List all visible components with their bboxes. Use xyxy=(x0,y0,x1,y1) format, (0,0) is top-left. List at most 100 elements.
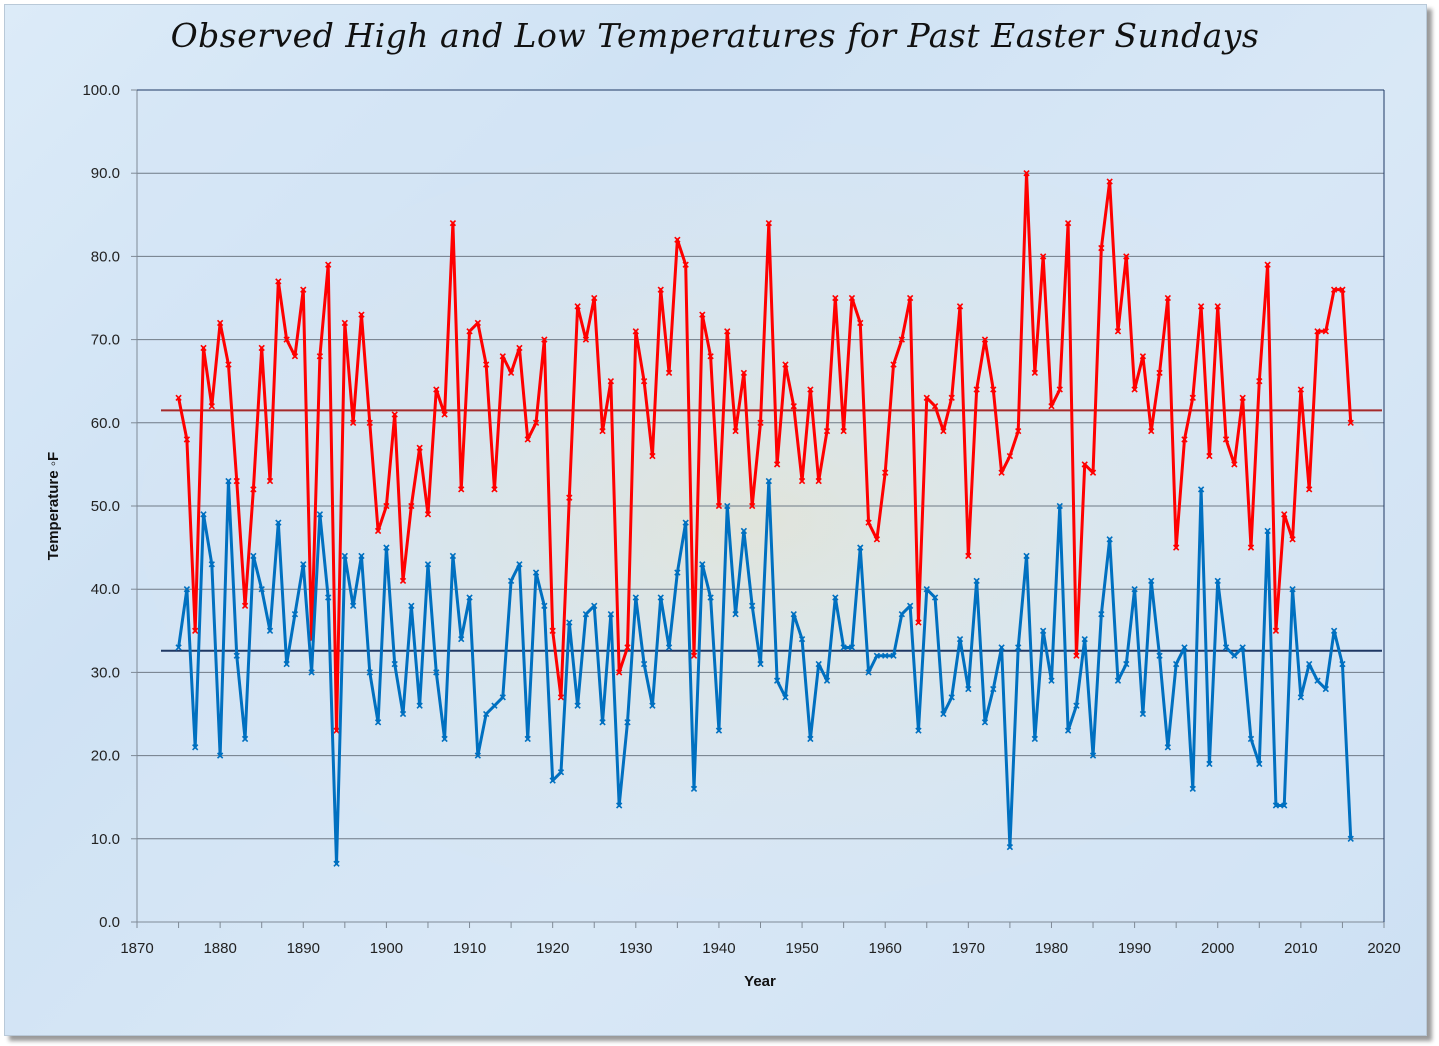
low-marker xyxy=(300,561,307,568)
low-marker xyxy=(1222,644,1230,651)
low-marker xyxy=(183,586,191,593)
high-marker xyxy=(1189,394,1196,402)
low-marker xyxy=(458,635,465,643)
high-marker xyxy=(1281,511,1288,518)
low-marker xyxy=(557,769,565,776)
high-marker xyxy=(1222,436,1230,443)
high-marker xyxy=(200,344,207,352)
high-marker xyxy=(466,328,473,335)
high-marker xyxy=(532,419,540,426)
high-marker xyxy=(391,411,398,418)
y-tick-label: 20.0 xyxy=(91,748,120,765)
high-marker xyxy=(1039,253,1047,260)
low-marker xyxy=(1123,660,1130,668)
high-marker xyxy=(1048,402,1055,410)
high-marker xyxy=(1031,369,1039,377)
high-marker xyxy=(973,386,980,393)
low-marker xyxy=(732,610,739,618)
high-marker xyxy=(699,311,706,318)
low-marker xyxy=(890,652,897,659)
x-tick-label: 1870 xyxy=(120,940,153,957)
low-marker xyxy=(690,785,698,793)
low-marker xyxy=(325,594,332,601)
x-tick-label: 1990 xyxy=(1118,940,1151,957)
high-marker xyxy=(541,336,548,343)
high-marker xyxy=(1347,419,1354,426)
low-marker xyxy=(1330,627,1338,634)
y-tick-label: 40.0 xyxy=(91,581,120,598)
high-marker xyxy=(690,652,698,659)
high-marker xyxy=(1073,652,1080,659)
high-marker xyxy=(507,369,515,377)
low-marker xyxy=(607,610,615,618)
low-marker xyxy=(233,652,240,659)
low-marker xyxy=(1181,644,1188,651)
high-marker xyxy=(1081,461,1088,468)
low-marker xyxy=(250,552,257,560)
high-marker xyxy=(424,511,432,518)
low-marker xyxy=(433,669,440,676)
low-marker xyxy=(449,552,457,560)
low-marker xyxy=(1306,660,1313,668)
low-marker xyxy=(507,577,515,585)
high-marker xyxy=(1330,286,1338,293)
low-marker xyxy=(474,752,482,759)
high-marker xyxy=(1322,328,1329,335)
low-marker xyxy=(973,577,980,585)
y-tick-label: 70.0 xyxy=(91,332,120,349)
high-marker xyxy=(948,394,955,402)
low-marker xyxy=(749,602,756,610)
low-marker xyxy=(990,685,997,693)
x-tick-label: 1890 xyxy=(287,940,320,957)
high-marker xyxy=(981,336,989,343)
high-marker xyxy=(632,328,639,335)
high-marker xyxy=(798,477,806,485)
low-marker xyxy=(1164,744,1172,751)
low-marker xyxy=(549,777,556,784)
high-marker xyxy=(283,336,290,343)
low-marker xyxy=(1089,752,1097,759)
high-marker xyxy=(333,727,340,734)
high-marker xyxy=(291,353,299,360)
high-marker xyxy=(732,427,739,435)
high-marker xyxy=(724,328,731,335)
low-marker xyxy=(482,710,490,718)
low-marker xyxy=(599,719,606,726)
high-marker xyxy=(790,402,797,410)
low-marker xyxy=(1048,677,1055,684)
x-axis-title: Year xyxy=(744,973,776,990)
high-marker xyxy=(749,502,756,510)
y-tick-label: 50.0 xyxy=(91,498,120,515)
low-marker xyxy=(208,561,215,568)
series-group xyxy=(175,170,1354,867)
low-marker xyxy=(349,602,357,610)
low-marker xyxy=(624,719,631,726)
low-marker xyxy=(1247,735,1255,743)
low-marker xyxy=(216,752,224,759)
low-marker xyxy=(998,644,1005,651)
high-marker xyxy=(682,261,689,268)
y-axis-ticks: 0.0 10.0 20.0 30.0 40.0 50.0 60.0 70.0 80.0 90.0 1… xyxy=(82,82,137,931)
high-marker xyxy=(582,336,590,343)
high-marker xyxy=(898,336,905,343)
high-marker xyxy=(965,552,972,560)
high-marker xyxy=(1272,627,1280,634)
low-marker xyxy=(532,569,540,576)
high-marker xyxy=(349,419,357,426)
high-marker xyxy=(1231,461,1238,468)
low-marker xyxy=(790,610,797,618)
low-marker xyxy=(1314,677,1321,684)
high-marker xyxy=(1314,328,1321,335)
high-marker xyxy=(491,486,498,493)
y-tick-label: 90.0 xyxy=(91,165,120,182)
high-marker xyxy=(873,536,881,543)
low-marker xyxy=(499,694,506,701)
high-marker xyxy=(1131,386,1138,393)
low-marker xyxy=(241,735,249,743)
low-marker xyxy=(1231,652,1238,659)
x-tick-label: 2010 xyxy=(1284,940,1317,957)
low-marker xyxy=(1197,486,1205,493)
low-marker xyxy=(283,660,290,668)
low-marker xyxy=(1098,610,1105,618)
